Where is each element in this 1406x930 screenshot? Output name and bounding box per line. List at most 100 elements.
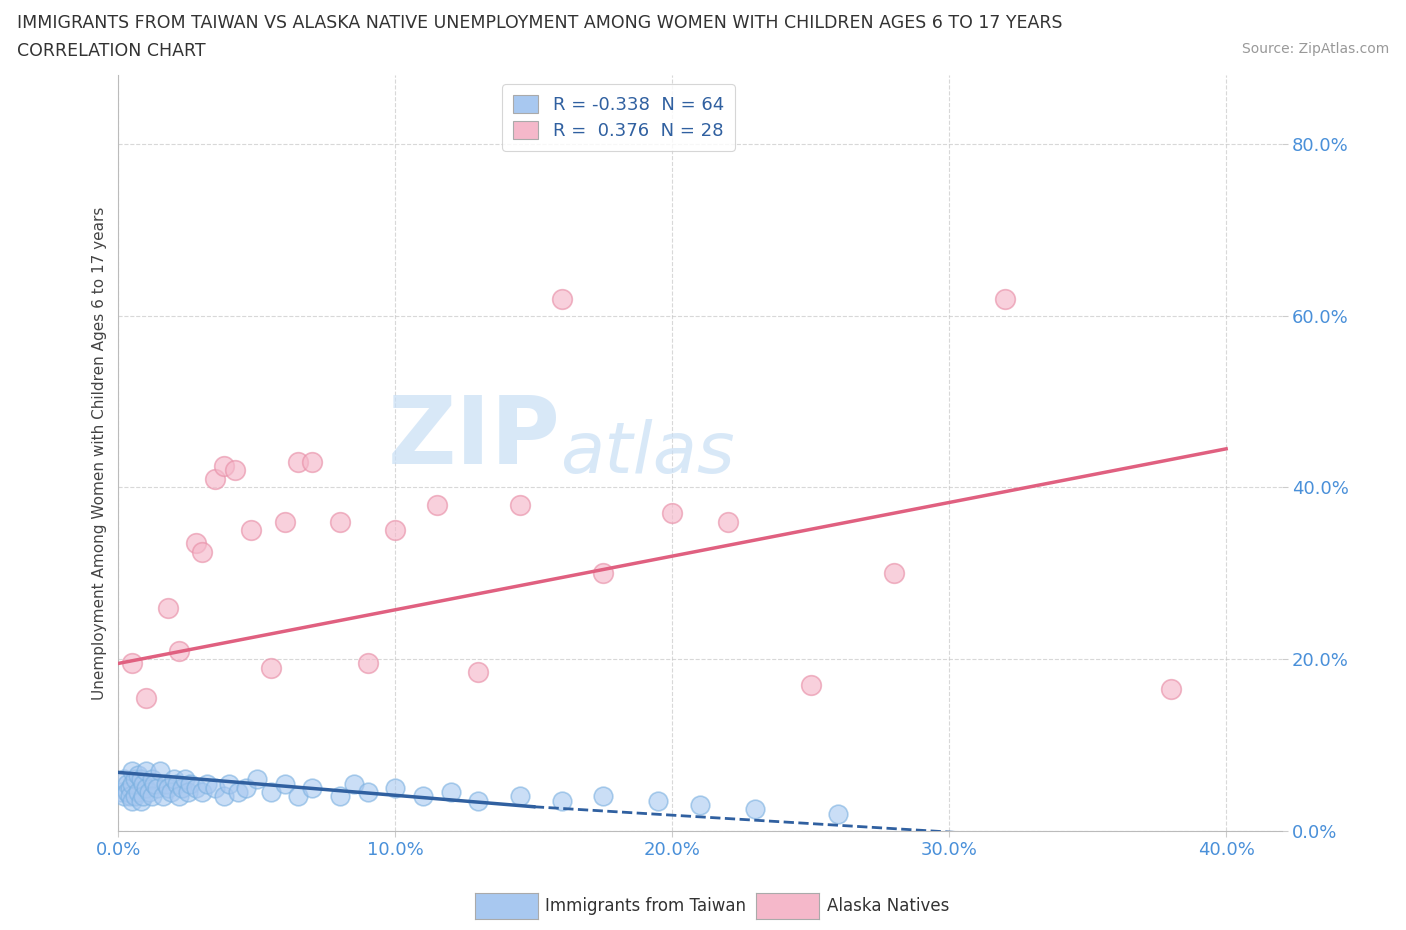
Point (301, 780, 323, 795)
Point (141, 772, 163, 787)
Point (135, 690, 157, 705)
Point (235, 780, 257, 795)
Point (174, 772, 197, 787)
Point (157, 600, 180, 615)
Point (301, 454, 323, 469)
Text: IMMIGRANTS FROM TAIWAN VS ALASKA NATIVE UNEMPLOYMENT AMONG WOMEN WITH CHILDREN A: IMMIGRANTS FROM TAIWAN VS ALASKA NATIVE … (17, 14, 1063, 32)
Point (273, 777, 295, 791)
Point (224, 463, 246, 478)
Point (121, 656, 143, 671)
Point (412, 789, 434, 804)
Point (124, 789, 146, 804)
Point (146, 780, 169, 795)
Text: Immigrants from Taiwan: Immigrants from Taiwan (546, 897, 747, 915)
Text: Alaska Natives: Alaska Natives (827, 897, 949, 915)
Point (121, 793, 143, 808)
Point (121, 764, 143, 778)
Point (129, 772, 152, 787)
Point (132, 789, 155, 804)
Point (141, 789, 163, 804)
Point (115, 785, 138, 800)
Point (689, 798, 711, 813)
Point (426, 498, 449, 512)
Point (592, 565, 614, 580)
Point (163, 772, 186, 787)
Point (157, 780, 180, 795)
Point (800, 677, 823, 692)
Point (143, 777, 166, 791)
Point (509, 789, 531, 804)
Point (110, 785, 132, 800)
Point (994, 291, 1017, 306)
Y-axis label: Unemployment Among Women with Children Ages 6 to 17 years: Unemployment Among Women with Children A… (93, 206, 107, 699)
Point (550, 793, 572, 808)
Point (190, 785, 212, 800)
Point (172, 780, 194, 795)
Point (384, 780, 406, 795)
Text: ZIP: ZIP (388, 392, 561, 484)
Point (160, 785, 183, 800)
Point (135, 764, 157, 778)
Point (184, 780, 207, 795)
Point (112, 772, 135, 787)
Point (717, 514, 740, 529)
Point (273, 514, 295, 529)
Point (592, 789, 614, 804)
Text: atlas: atlas (561, 418, 735, 487)
Point (287, 454, 309, 469)
Point (287, 789, 309, 804)
Point (827, 806, 849, 821)
Point (124, 772, 146, 787)
Point (550, 291, 572, 306)
Point (135, 780, 157, 795)
Point (166, 777, 188, 791)
Point (112, 789, 135, 804)
Point (1160, 682, 1182, 697)
Point (169, 789, 191, 804)
Point (169, 643, 191, 658)
Point (184, 536, 207, 551)
Text: Source: ZipAtlas.com: Source: ZipAtlas.com (1241, 42, 1389, 56)
Point (118, 789, 141, 804)
Point (218, 777, 240, 791)
Point (212, 789, 235, 804)
Point (240, 523, 263, 538)
Point (132, 777, 155, 791)
Text: CORRELATION CHART: CORRELATION CHART (17, 42, 205, 60)
Point (440, 785, 463, 800)
Point (152, 789, 174, 804)
Point (744, 802, 766, 817)
Point (509, 498, 531, 512)
Point (226, 785, 249, 800)
Point (129, 793, 152, 808)
Point (179, 777, 201, 791)
Point (121, 777, 143, 791)
Point (647, 793, 669, 808)
Point (190, 544, 212, 559)
Point (149, 764, 172, 778)
Point (384, 523, 406, 538)
Point (127, 767, 149, 782)
Point (155, 777, 177, 791)
Point (343, 777, 366, 791)
Point (118, 780, 141, 795)
Point (357, 656, 380, 671)
Point (246, 772, 269, 787)
Point (661, 506, 683, 521)
Point (115, 777, 138, 791)
Point (204, 472, 226, 486)
Point (883, 565, 905, 580)
Point (138, 785, 160, 800)
Point (260, 660, 283, 675)
Point (212, 458, 235, 473)
Point (127, 785, 149, 800)
Point (357, 785, 380, 800)
Point (176, 785, 198, 800)
Point (260, 785, 283, 800)
Point (467, 793, 489, 808)
Point (329, 514, 352, 529)
Point (195, 777, 218, 791)
Point (329, 789, 352, 804)
Point (204, 780, 226, 795)
Point (467, 665, 489, 680)
